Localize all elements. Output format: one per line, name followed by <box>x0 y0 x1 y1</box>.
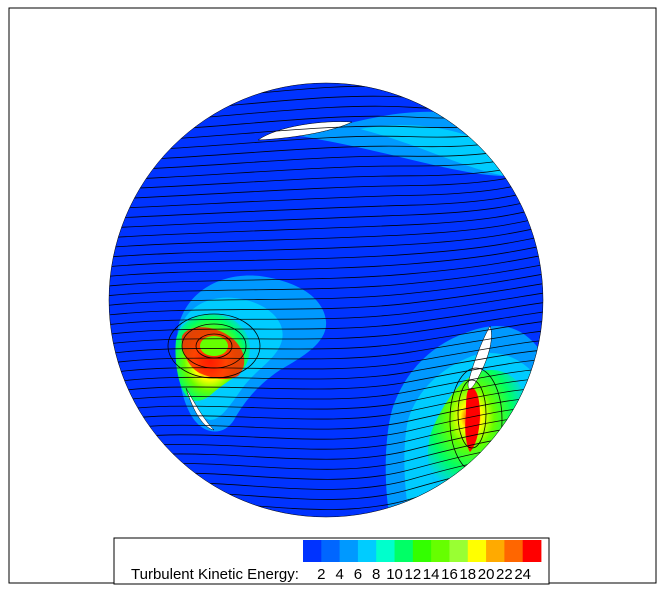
upper-slot <box>257 121 353 141</box>
streamline <box>109 337 543 377</box>
left-slot <box>185 387 215 431</box>
colorbar-tick-label: 22 <box>496 566 513 583</box>
colorbar-ticks: 2 4 6 8 10 12 14 16 18 20 22 24 <box>317 566 531 583</box>
vortex-streamline <box>457 379 487 449</box>
colorbar-tick-label: 4 <box>335 566 343 583</box>
colorbar-tick-label: 6 <box>354 566 362 583</box>
colorbar-swatch <box>486 540 505 562</box>
colorbar-swatch <box>467 540 487 562</box>
colorbar-swatch <box>376 540 395 562</box>
colorbar-swatch <box>431 540 450 562</box>
colorbar-tick-label: 18 <box>459 566 476 583</box>
colorbar-swatch <box>522 540 542 562</box>
colorbar-tick-label: 8 <box>372 566 380 583</box>
streamline <box>109 318 543 357</box>
streamline <box>109 220 543 259</box>
streamline <box>109 308 543 347</box>
colorbar-swatch <box>412 540 432 562</box>
domain-boundary <box>108 82 544 518</box>
colorbar-swatch <box>303 540 322 562</box>
streamline <box>109 259 543 298</box>
streamline <box>109 327 543 367</box>
vortex-streamline <box>195 333 233 359</box>
vortex-streamline <box>181 323 247 369</box>
colorbar-swatch <box>504 540 524 562</box>
streamline <box>109 269 543 308</box>
streamline <box>109 357 543 396</box>
vortex-streamline <box>167 313 261 379</box>
colorbar-tick-label: 14 <box>423 566 440 583</box>
colorbar-swatch <box>394 540 414 562</box>
left-vortex-eye <box>200 336 228 356</box>
flow-domain <box>108 82 544 518</box>
colorbar-label: Turbulent Kinetic Energy: <box>131 566 299 583</box>
colorbar-tick-label: 10 <box>386 566 403 583</box>
colorbar-legend: Turbulent Kinetic Energy: 2 4 6 8 10 12 14 16 18… <box>113 537 550 585</box>
streamline <box>109 83 543 84</box>
streamline <box>109 278 543 318</box>
colorbar-tick-label: 12 <box>405 566 422 583</box>
upper-right-wake-inner <box>360 125 530 177</box>
colorbar-swatch <box>321 540 341 562</box>
colorbar-tick-label: 20 <box>478 566 495 583</box>
streamline <box>109 249 543 289</box>
colorbar-swatches <box>303 540 542 562</box>
colorbar-tick-label: 16 <box>441 566 458 583</box>
streamline <box>109 347 543 387</box>
colorbar-swatch <box>449 540 469 562</box>
streamline <box>109 239 543 279</box>
right-slot <box>467 325 492 390</box>
streamline <box>109 367 543 406</box>
colorbar-swatch <box>339 540 359 562</box>
colorbar-tick-label: 24 <box>514 566 531 583</box>
colorbar-swatch <box>357 540 377 562</box>
streamline <box>109 288 543 328</box>
streamline <box>109 229 543 269</box>
colorbar-tick-label: 2 <box>317 566 325 583</box>
